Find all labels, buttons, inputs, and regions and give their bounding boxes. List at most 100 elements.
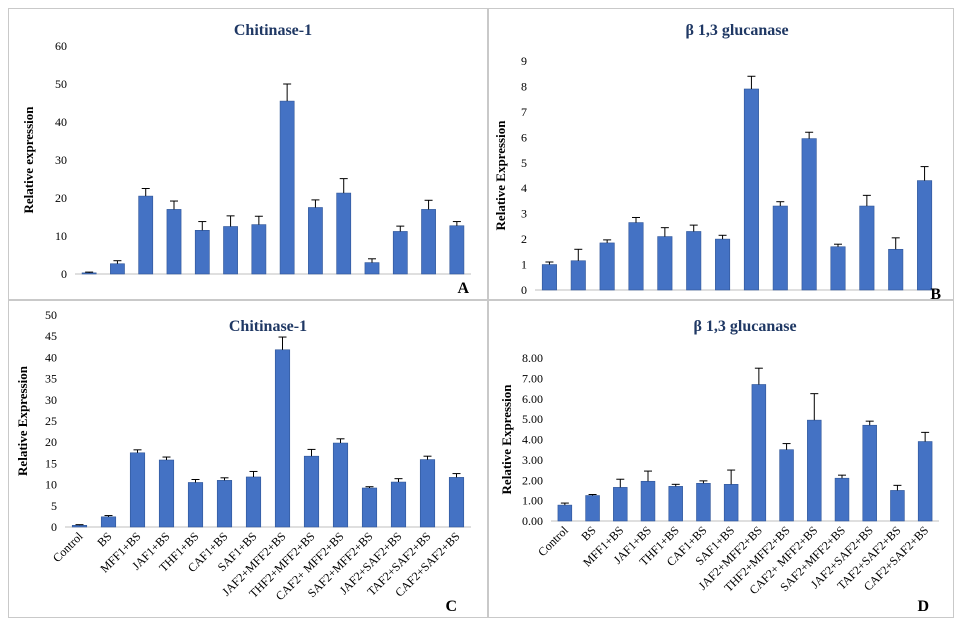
bar [859, 205, 875, 291]
chart-c: Chitinase-1 0 5 10 15 20 25 30 35 40 45 50 Relative … [15, 308, 471, 615]
bar [364, 262, 380, 275]
y-tick-label: 6 [521, 130, 527, 144]
y-tick-label: 50 [45, 308, 57, 322]
y-tick-label: 50 [55, 77, 67, 91]
y-tick-label: 20 [55, 191, 67, 205]
y-tick-label: 10 [45, 478, 57, 492]
bar [303, 455, 320, 528]
y-tick-label: 1 [521, 258, 527, 272]
bar [807, 419, 822, 522]
bar [187, 482, 204, 528]
y-tick-label: 8.00 [522, 351, 543, 365]
y-axis-label: Relative Expression [499, 384, 514, 495]
bar [779, 449, 794, 522]
y-tick-label: 60 [55, 39, 67, 53]
y-tick-label: 35 [45, 372, 57, 386]
y-tick-label: 10 [55, 229, 67, 243]
bar [158, 459, 175, 528]
bar [686, 231, 702, 291]
y-tick-label: 3.00 [522, 453, 543, 467]
bar [100, 516, 117, 528]
y-tick-label: 30 [45, 393, 57, 407]
bar [223, 226, 238, 275]
bar [657, 236, 673, 291]
bar [890, 490, 905, 522]
y-tick-label: 7 [521, 105, 527, 119]
chart-title: β 1,3 glucanase [693, 318, 796, 335]
bar [917, 441, 933, 522]
bar [194, 230, 210, 275]
chart-b: β 1,3 glucanase 0 1 2 3 4 5 6 7 8 9 Relative Expres… [493, 22, 941, 299]
bar [129, 452, 146, 528]
bar [449, 225, 465, 275]
bar [419, 459, 436, 528]
y-tick-label: 9 [521, 54, 527, 68]
x-tick-label: BS [578, 523, 598, 543]
panel-c: Chitinase-1 0 5 10 15 20 25 30 35 40 45 50 Relative … [8, 300, 488, 618]
bar [917, 180, 933, 291]
y-tick-label: 4.00 [522, 433, 543, 447]
y-tick-label: 1.00 [522, 494, 543, 508]
bar [71, 525, 88, 528]
bar [251, 224, 267, 275]
bar [332, 442, 349, 528]
y-tick-label: 7.00 [522, 371, 543, 385]
chart-title: Chitinase-1 [229, 318, 307, 335]
y-tick-label: 0 [521, 283, 527, 297]
y-tick-label: 0 [51, 520, 57, 534]
x-tick-label: BS [94, 529, 114, 549]
panel-label: C [445, 598, 457, 615]
panel-a: Chitinase-1 0 10 20 30 40 50 60 Relative express… [8, 8, 488, 300]
panel-label: B [930, 286, 941, 299]
y-tick-label: 3 [521, 207, 527, 221]
bar [570, 260, 586, 291]
bar [830, 246, 846, 291]
bar [613, 487, 628, 522]
chart-title: Chitinase-1 [234, 22, 312, 39]
bar [392, 231, 408, 275]
bar [862, 424, 877, 522]
y-tick-label: 2.00 [522, 473, 543, 487]
bar [834, 477, 850, 522]
bar [541, 264, 557, 291]
y-axis-label: Relative Expression [493, 120, 508, 231]
bar [723, 484, 739, 522]
chart-d: β 1,3 glucanase 0.00 1.00 2.00 3.00 4.00 5.00 6… [499, 318, 939, 615]
bar [361, 487, 378, 528]
bar [81, 272, 97, 275]
bar [557, 504, 573, 522]
bar [336, 192, 352, 275]
y-tick-label: 0.00 [522, 514, 543, 528]
y-tick-label: 0 [61, 267, 67, 281]
bar [308, 207, 323, 275]
x-tick-label: Control [535, 523, 571, 559]
bar [166, 209, 182, 275]
y-tick-label: 15 [45, 456, 57, 470]
y-tick-label: 40 [55, 115, 67, 129]
bar [599, 242, 615, 291]
y-tick-label: 45 [45, 329, 57, 343]
panel-b: β 1,3 glucanase 0 1 2 3 4 5 6 7 8 9 Relative Expres… [488, 8, 954, 300]
y-tick-label: 5.00 [522, 412, 543, 426]
bar [110, 263, 125, 275]
y-tick-label: 6.00 [522, 392, 543, 406]
y-axis-label: Relative Expression [15, 365, 30, 476]
bar [743, 88, 759, 291]
y-tick-label: 25 [45, 414, 57, 428]
bar [888, 248, 904, 291]
panel-label: D [917, 598, 929, 615]
y-tick-label: 30 [55, 153, 67, 167]
bar [448, 477, 465, 528]
chart-a: Chitinase-1 0 10 20 30 40 50 60 Relative express… [21, 22, 471, 297]
y-tick-label: 5 [51, 499, 57, 513]
bar [138, 195, 154, 275]
panel-label: A [457, 280, 469, 297]
bar [628, 222, 644, 291]
y-tick-label: 40 [45, 350, 57, 364]
y-tick-label: 4 [521, 181, 527, 195]
y-tick-label: 5 [521, 156, 527, 170]
y-tick-label: 8 [521, 79, 527, 93]
y-tick-label: 20 [45, 435, 57, 449]
bar [801, 138, 817, 291]
x-tick-label: Control [50, 529, 86, 565]
